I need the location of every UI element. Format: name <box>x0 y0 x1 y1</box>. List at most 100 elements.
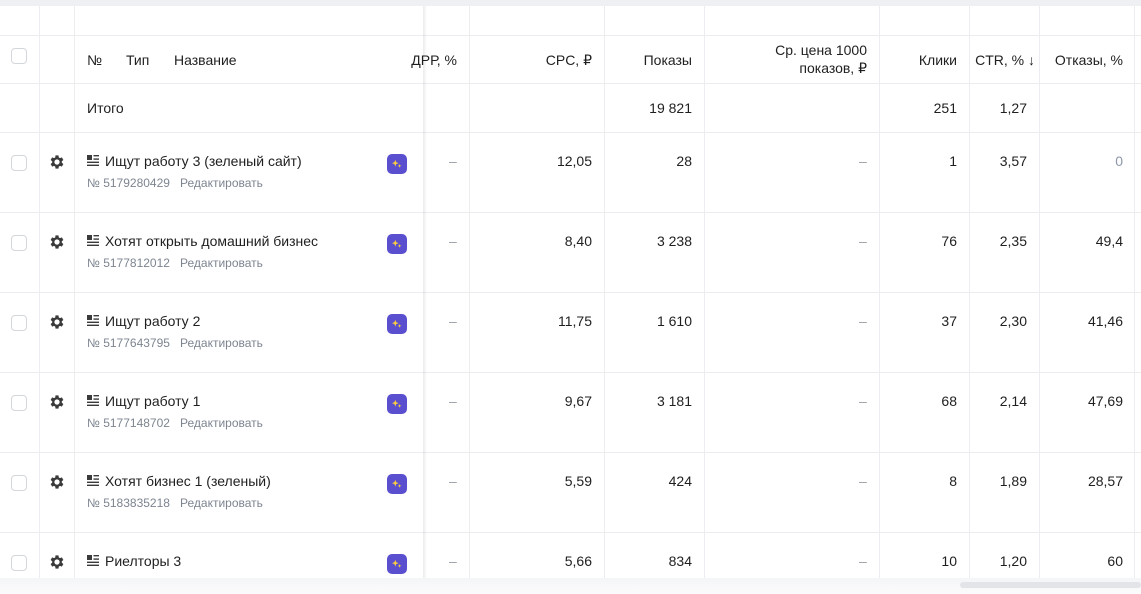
totals-ctr: 1,27 <box>999 100 1027 116</box>
row-clicks: 8 <box>949 473 957 489</box>
campaigns-table: № Тип Название ДРР, % CPC, ₽ Показы Ср. … <box>0 6 1141 578</box>
gear-icon[interactable] <box>48 233 66 251</box>
totals-shows: 19 821 <box>649 100 692 116</box>
text-ad-icon <box>87 315 99 326</box>
row-avg-price: – <box>859 393 867 409</box>
totals-clicks: 251 <box>933 100 957 116</box>
row-divider <box>0 132 1141 133</box>
row-divider <box>0 292 1141 293</box>
row-clicks: 1 <box>949 153 957 169</box>
row-cpc: 9,67 <box>564 393 592 409</box>
row-drr: – <box>449 313 457 329</box>
gear-icon[interactable] <box>48 553 66 571</box>
row-cpc: 12,05 <box>556 153 592 169</box>
row-checkbox[interactable] <box>11 555 27 571</box>
row-shows: 1 610 <box>656 313 692 329</box>
edit-link[interactable]: Редактировать <box>180 416 263 430</box>
row-shows: 28 <box>676 153 692 169</box>
row-checkbox[interactable] <box>11 155 27 171</box>
row-drr: – <box>449 553 457 569</box>
campaign-name[interactable]: Ищут работу 3 (зеленый сайт) <box>105 153 302 169</box>
campaign-id: № 5177812012 <box>87 256 170 270</box>
campaign-name[interactable]: Хотят бизнес 1 (зеленый) <box>105 473 271 489</box>
row-bounces: 28,57 <box>1087 473 1123 489</box>
campaign-id: № 5177148702 <box>87 416 170 430</box>
column-header-type[interactable]: Тип <box>126 52 150 68</box>
sparkle-icon[interactable] <box>387 234 407 254</box>
row-clicks: 76 <box>941 233 957 249</box>
column-header-avg-price[interactable]: Ср. цена 1000 показов, ₽ <box>712 41 867 77</box>
column-header-bounces[interactable]: Отказы, % <box>1054 52 1123 68</box>
column-header-clicks[interactable]: Клики <box>918 52 957 68</box>
sparkle-icon[interactable] <box>387 154 407 174</box>
row-divider <box>0 35 1141 36</box>
table-bottom-fade <box>0 578 1141 594</box>
column-header-drr[interactable]: ДРР, % <box>411 52 457 68</box>
campaign-id: № 5183835218 <box>87 496 170 510</box>
campaign-name[interactable]: Хотят открыть домашний бизнес <box>105 233 319 249</box>
row-cpc: 5,66 <box>564 553 592 569</box>
row-ctr: 2,35 <box>999 233 1027 249</box>
row-clicks: 68 <box>941 393 957 409</box>
sparkle-icon[interactable] <box>387 554 407 574</box>
column-header-number[interactable]: № <box>87 52 103 68</box>
top-bar <box>0 0 1141 6</box>
row-ctr: 2,30 <box>999 313 1027 329</box>
column-header-avg-price-line2: показов, ₽ <box>799 60 867 76</box>
edit-link[interactable]: Редактировать <box>180 176 263 190</box>
row-avg-price: – <box>859 153 867 169</box>
row-drr: – <box>449 153 457 169</box>
row-shows: 834 <box>668 553 692 569</box>
row-drr: – <box>449 473 457 489</box>
row-clicks: 37 <box>941 313 957 329</box>
row-checkbox[interactable] <box>11 315 27 331</box>
text-ad-icon <box>87 155 99 166</box>
column-header-avg-price-line1: Ср. цена 1000 <box>775 42 867 58</box>
campaign-id: № 5177292419 <box>87 576 170 578</box>
row-divider <box>0 452 1141 453</box>
row-divider <box>0 83 1141 84</box>
row-bounces: 60 <box>1107 553 1123 569</box>
gear-icon[interactable] <box>48 393 66 411</box>
row-divider <box>0 372 1141 373</box>
gear-icon[interactable] <box>48 473 66 491</box>
row-clicks: 10 <box>941 553 957 569</box>
text-ad-icon <box>87 475 99 486</box>
column-header-name[interactable]: Название <box>174 52 237 68</box>
campaign-name[interactable]: Ищут работу 1 <box>105 393 201 409</box>
row-divider <box>0 212 1141 213</box>
row-avg-price: – <box>859 473 867 489</box>
gear-icon[interactable] <box>48 313 66 331</box>
edit-link[interactable]: Редактировать <box>180 496 263 510</box>
row-checkbox[interactable] <box>11 475 27 491</box>
column-header-ctr[interactable]: CTR, % ↓ <box>975 52 1035 68</box>
frozen-column-shadow <box>423 6 427 578</box>
row-checkbox[interactable] <box>11 395 27 411</box>
row-ctr: 1,89 <box>999 473 1027 489</box>
edit-link[interactable]: Редактировать <box>180 256 263 270</box>
horizontal-scrollbar[interactable] <box>960 582 1141 588</box>
row-ctr: 1,20 <box>999 553 1027 569</box>
sparkle-icon[interactable] <box>387 474 407 494</box>
row-bounces: 0 <box>1115 153 1123 169</box>
gear-icon[interactable] <box>48 153 66 171</box>
edit-link[interactable]: Редактировать <box>180 576 263 578</box>
campaign-id: № 5177643795 <box>87 336 170 350</box>
row-drr: – <box>449 233 457 249</box>
column-header-shows[interactable]: Показы <box>643 52 692 68</box>
row-drr: – <box>449 393 457 409</box>
campaign-id: № 5179280429 <box>87 176 170 190</box>
text-ad-icon <box>87 395 99 406</box>
row-shows: 3 181 <box>656 393 692 409</box>
row-cpc: 5,59 <box>564 473 592 489</box>
select-all-checkbox[interactable] <box>11 48 27 64</box>
column-header-cpc[interactable]: CPC, ₽ <box>545 52 592 68</box>
row-bounces: 47,69 <box>1087 393 1123 409</box>
campaign-name[interactable]: Ищут работу 2 <box>105 313 201 329</box>
sparkle-icon[interactable] <box>387 394 407 414</box>
sparkle-icon[interactable] <box>387 314 407 334</box>
campaign-name[interactable]: Риелторы 3 <box>105 553 182 569</box>
row-checkbox[interactable] <box>11 235 27 251</box>
edit-link[interactable]: Редактировать <box>180 336 263 350</box>
row-ctr: 3,57 <box>999 153 1027 169</box>
